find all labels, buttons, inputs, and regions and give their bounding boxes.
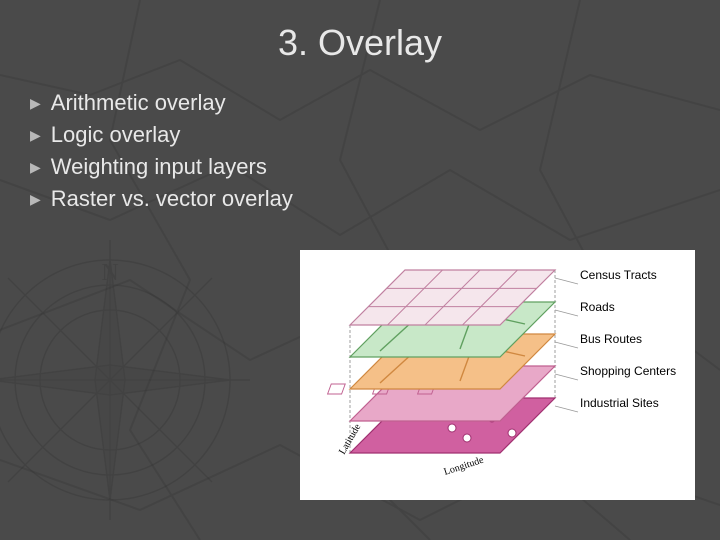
- layer-label: Bus Routes: [580, 332, 676, 346]
- background-compass: N: [0, 230, 260, 530]
- list-item: ▶ Raster vs. vector overlay: [30, 186, 293, 212]
- layer-label: Shopping Centers: [580, 364, 676, 378]
- bullet-list: ▶ Arithmetic overlay ▶ Logic overlay ▶ W…: [30, 90, 293, 218]
- slide-title: 3. Overlay: [0, 22, 720, 64]
- svg-text:N: N: [101, 260, 118, 286]
- bullet-text: Weighting input layers: [51, 154, 267, 180]
- layer-label: Industrial Sites: [580, 396, 676, 410]
- list-item: ▶ Weighting input layers: [30, 154, 293, 180]
- svg-text:Longitude: Longitude: [443, 455, 486, 478]
- layer-labels: Census Tracts Roads Bus Routes Shopping …: [580, 268, 676, 428]
- bullet-text: Raster vs. vector overlay: [51, 186, 293, 212]
- list-item: ▶ Arithmetic overlay: [30, 90, 293, 116]
- bullet-triangle-icon: ▶: [30, 191, 41, 208]
- bullet-text: Logic overlay: [51, 122, 181, 148]
- bullet-text: Arithmetic overlay: [51, 90, 226, 116]
- bullet-triangle-icon: ▶: [30, 95, 41, 112]
- layer-label: Roads: [580, 300, 676, 314]
- overlay-layers-diagram: LatitudeLongitude Census Tracts Roads Bu…: [300, 250, 695, 500]
- bullet-triangle-icon: ▶: [30, 127, 41, 144]
- bullet-triangle-icon: ▶: [30, 159, 41, 176]
- layer-label: Census Tracts: [580, 268, 676, 282]
- list-item: ▶ Logic overlay: [30, 122, 293, 148]
